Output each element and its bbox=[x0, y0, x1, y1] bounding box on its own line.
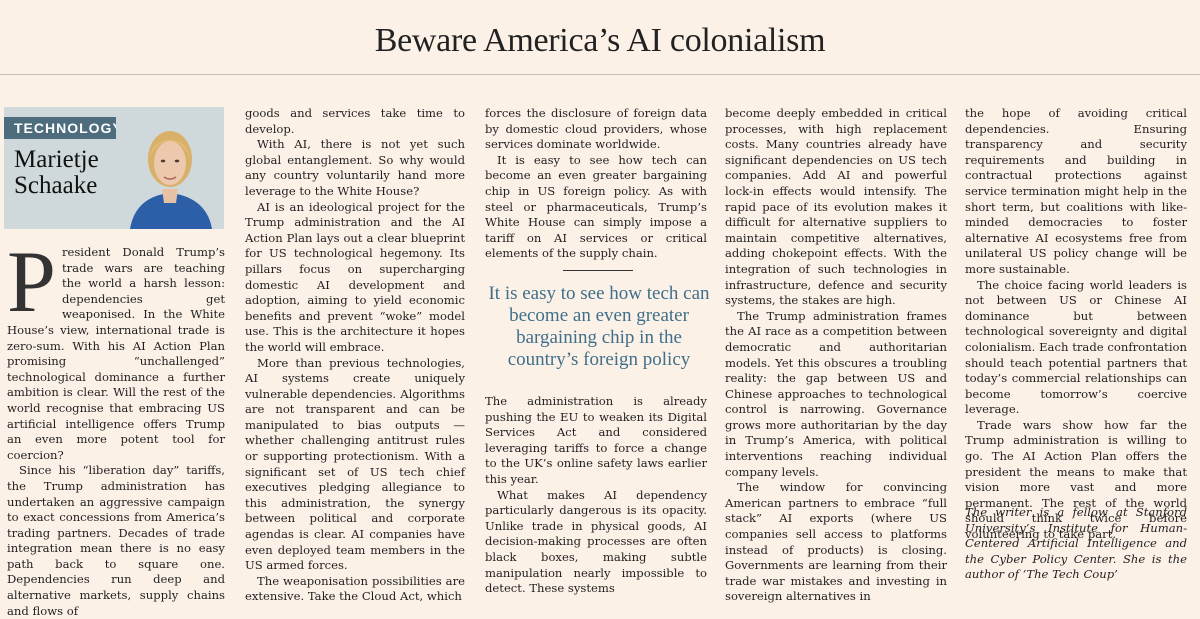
paragraph: the hope of avoiding critical dependenci… bbox=[965, 106, 1187, 276]
column-5: the hope of avoiding critical dependenci… bbox=[965, 106, 1187, 543]
section-tag: TECHNOLOGY bbox=[4, 117, 144, 139]
paragraph: become deeply embedded in critical proce… bbox=[725, 106, 947, 308]
paragraph: The choice facing world leaders is not b… bbox=[965, 277, 1187, 417]
byline-box: TECHNOLOGY Marietje Schaake bbox=[4, 107, 224, 229]
paragraph: Since his “liberation day” tariffs, the … bbox=[7, 463, 225, 618]
paragraph: resident Donald Trump’s trade wars are t… bbox=[7, 245, 225, 462]
paragraph: What makes AI dependency particularly da… bbox=[485, 487, 707, 596]
paragraph: The Trump administration frames the AI r… bbox=[725, 308, 947, 479]
column-3-bottom: The administration is already pushing th… bbox=[485, 394, 707, 597]
header-rule bbox=[0, 74, 1200, 75]
paragraph: goods and services take time to develop. bbox=[245, 106, 465, 136]
paragraph: AI is an ideological project for the Tru… bbox=[245, 199, 465, 354]
author-name: Marietje Schaake bbox=[14, 147, 99, 199]
author-last-name: Schaake bbox=[14, 172, 98, 199]
paragraph: The weaponisation possibilities are exte… bbox=[245, 573, 465, 604]
pull-quote: It is easy to see how tech can become an… bbox=[488, 283, 710, 370]
pull-quote-rule bbox=[563, 270, 633, 271]
paragraph: Trade wars show how far the Trump admini… bbox=[965, 417, 1187, 542]
author-note-text: The writer is a fellow at Stanford Unive… bbox=[965, 505, 1187, 582]
paragraph: It is easy to see how tech can become an… bbox=[485, 152, 707, 261]
paragraph: With AI, there is not yet such global en… bbox=[245, 137, 465, 198]
author-first-name: Marietje bbox=[14, 146, 99, 173]
paragraph: forces the disclosure of foreign data by… bbox=[485, 106, 707, 152]
column-3-top: forces the disclosure of foreign data by… bbox=[485, 106, 707, 262]
headline: Beware America’s AI colonialism bbox=[374, 22, 826, 59]
column-4: become deeply embedded in critical proce… bbox=[725, 106, 947, 605]
column-1: P resident Donald Trump’s trade wars are… bbox=[7, 234, 225, 619]
drop-cap: P bbox=[7, 234, 56, 331]
paragraph: The administration is already pushing th… bbox=[485, 394, 707, 486]
paragraph: The window for convincing American partn… bbox=[725, 480, 947, 604]
author-note: The writer is a fellow at Stanford Unive… bbox=[965, 505, 1187, 583]
paragraph: More than previous technologies, AI syst… bbox=[245, 355, 465, 573]
author-portrait bbox=[116, 107, 224, 229]
column-2: goods and services take time to develop.… bbox=[245, 106, 465, 605]
